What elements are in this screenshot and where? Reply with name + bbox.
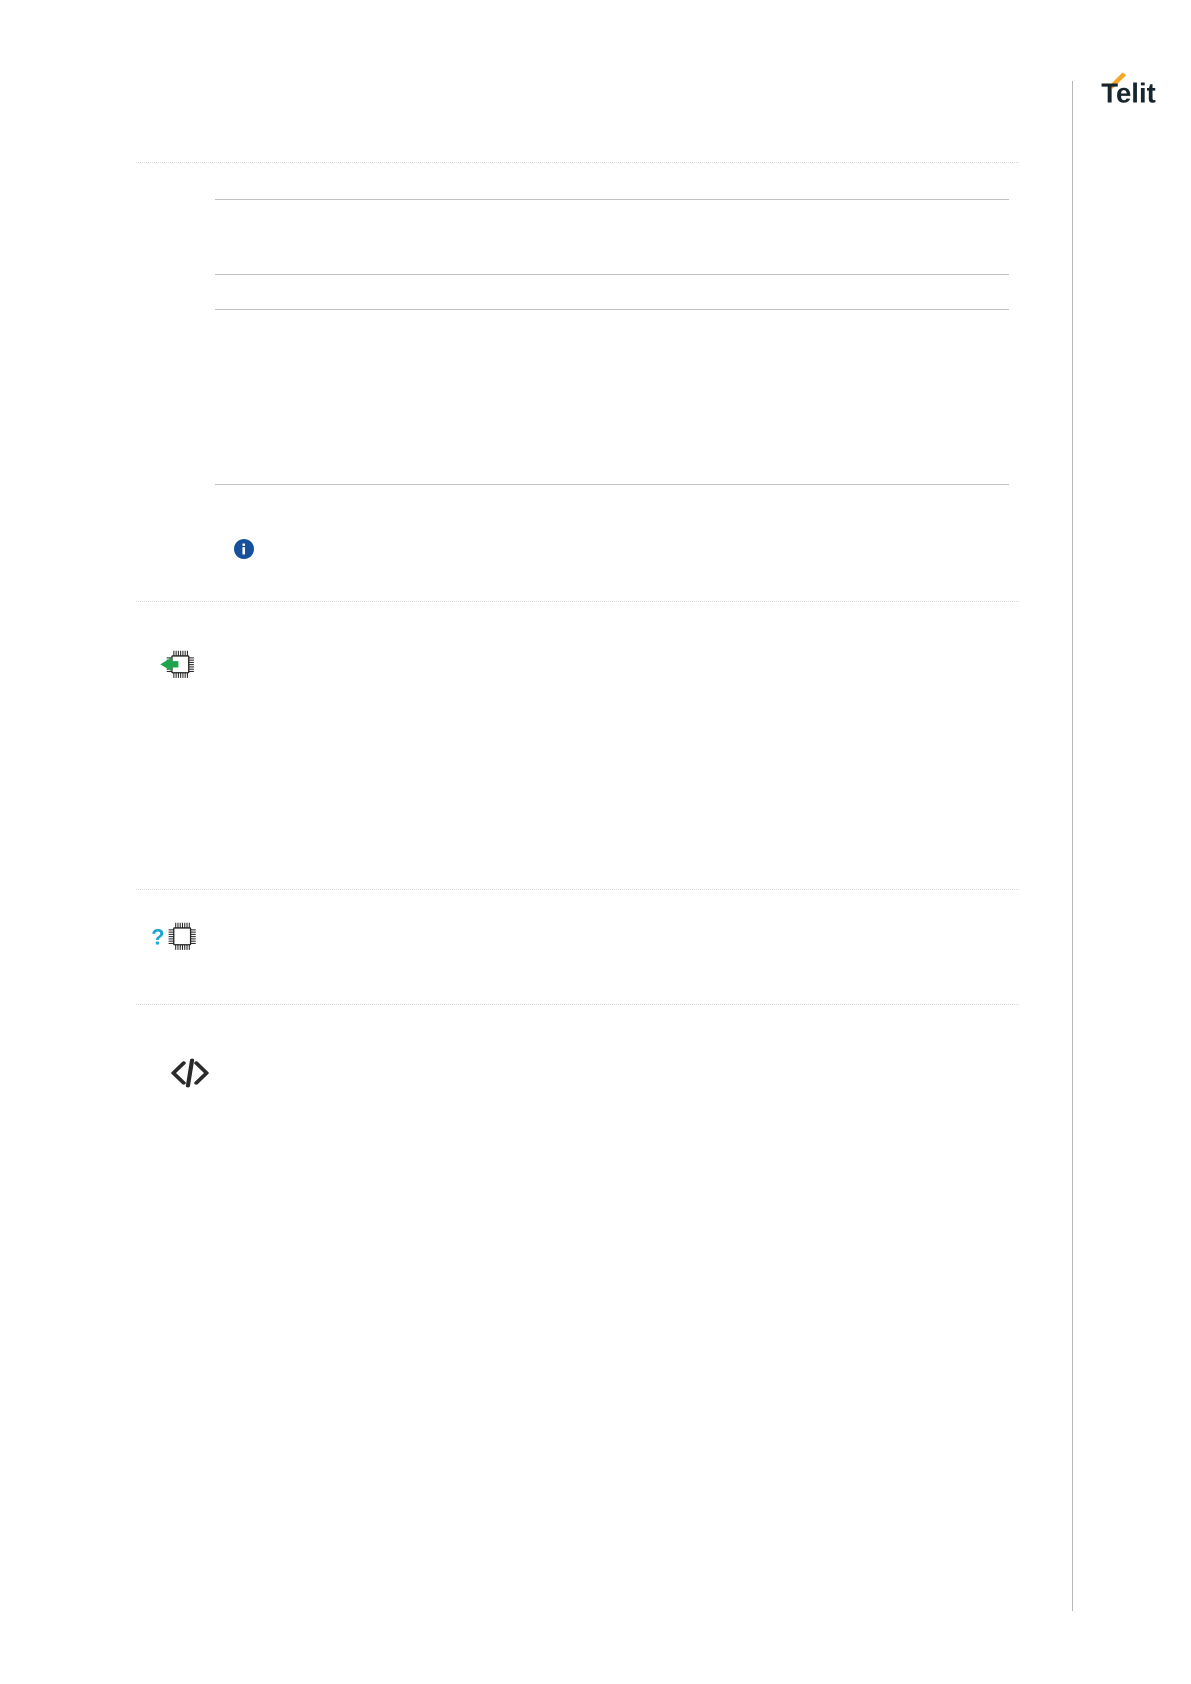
svg-text:?: ? bbox=[151, 925, 164, 950]
svg-text:Telit: Telit bbox=[1101, 78, 1156, 109]
